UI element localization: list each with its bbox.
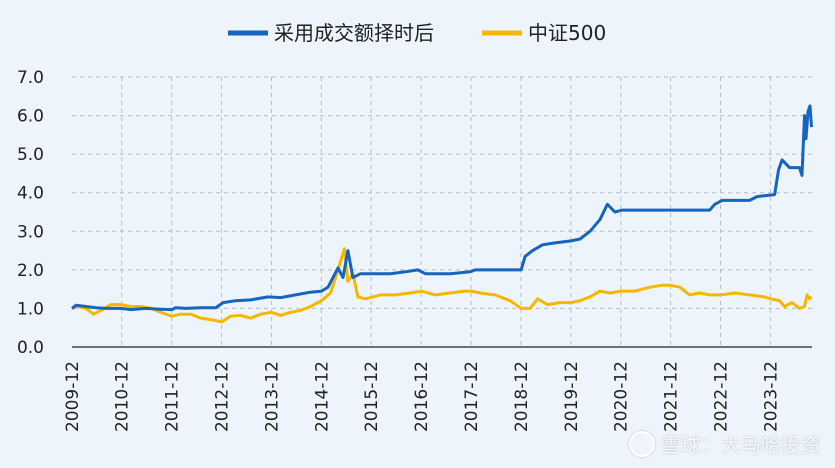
y-tick-label: 6.0 xyxy=(17,107,44,127)
y-axis: 0.0 1.0 2.0 3.0 4.0 5.0 6.0 7.0 xyxy=(17,68,44,358)
watermark: 雪球：大马哈投资 xyxy=(629,429,821,458)
series-line-csi500 xyxy=(71,247,813,324)
y-tick-label: 5.0 xyxy=(17,145,44,165)
x-tick-label: 2017-12 xyxy=(462,361,482,432)
y-tick-label: 3.0 xyxy=(17,222,44,242)
grid-lines xyxy=(72,76,812,347)
x-axis: 2009-12 2010-12 2011-12 2012-12 2013-12 2014-… xyxy=(63,346,812,432)
x-tick-label: 2023-12 xyxy=(761,361,781,432)
x-tick-label: 2012-12 xyxy=(213,361,233,432)
x-tick-label: 2015-12 xyxy=(362,361,382,432)
x-tick-label: 2013-12 xyxy=(262,361,282,432)
y-tick-label: 1.0 xyxy=(17,299,44,319)
x-tick-label: 2010-12 xyxy=(113,361,133,432)
series-group xyxy=(71,104,813,324)
y-tick-label: 4.0 xyxy=(17,184,44,204)
x-tick-label: 2009-12 xyxy=(63,361,83,432)
x-tick-label: 2018-12 xyxy=(512,361,532,432)
x-tick-label: 2022-12 xyxy=(712,361,732,432)
legend-label-csi500: 中证500 xyxy=(528,21,606,45)
x-tick-label: 2014-12 xyxy=(312,361,332,432)
legend: 采用成交额择时后 中证500 xyxy=(228,21,606,45)
watermark-text: 雪球：大马哈投资 xyxy=(661,433,821,457)
y-tick-label: 7.0 xyxy=(17,68,44,88)
y-tick-label: 0.0 xyxy=(17,338,44,358)
y-tick-label: 2.0 xyxy=(17,261,44,281)
x-tick-label: 2019-12 xyxy=(562,361,582,432)
x-tick-label: 2011-12 xyxy=(163,361,183,432)
series-line-timing xyxy=(71,104,813,312)
legend-label-timing: 采用成交额择时后 xyxy=(274,21,434,45)
x-tick-label: 2016-12 xyxy=(412,361,432,432)
snowball-logo-icon xyxy=(629,430,655,457)
x-tick-label: 2021-12 xyxy=(662,361,682,432)
x-tick-label: 2020-12 xyxy=(612,361,632,432)
